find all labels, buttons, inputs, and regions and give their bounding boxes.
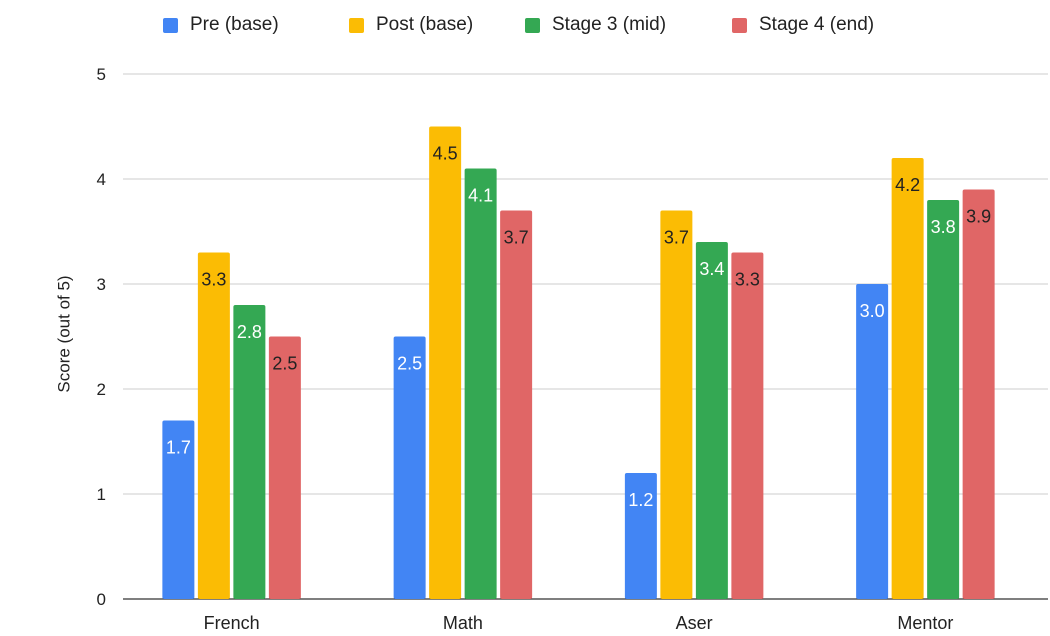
data-label: 3.7 xyxy=(504,228,529,248)
x-tick-label: Aser xyxy=(676,613,713,633)
y-tick-label: 0 xyxy=(97,590,106,609)
legend-swatch-post-base xyxy=(349,17,364,33)
data-label: 3.3 xyxy=(201,270,226,290)
legend-item-stage-4: Stage 4 (end) xyxy=(732,12,874,38)
bar xyxy=(429,126,462,599)
legend-swatch-pre-base xyxy=(163,17,178,33)
data-label: 3.0 xyxy=(860,301,885,321)
data-label: 4.1 xyxy=(468,186,493,206)
bar xyxy=(464,168,497,599)
legend-item-post-base: Post (base) xyxy=(349,12,473,38)
bar xyxy=(856,284,889,599)
y-tick-label: 5 xyxy=(97,65,106,84)
x-tick-label: Math xyxy=(443,613,483,633)
data-label: 4.2 xyxy=(895,175,920,195)
bar xyxy=(500,210,533,599)
data-label: 2.5 xyxy=(272,354,297,374)
legend-label-post-base: Post (base) xyxy=(376,14,474,35)
bar xyxy=(927,200,960,599)
data-label: 1.7 xyxy=(166,438,191,458)
legend-swatch-stage-3 xyxy=(525,17,540,33)
x-tick-label: Mentor xyxy=(897,613,953,633)
y-tick-label: 3 xyxy=(97,275,106,294)
bar xyxy=(731,252,764,599)
bar xyxy=(233,305,266,599)
x-tick-label: French xyxy=(204,613,260,633)
legend-item-pre-base: Pre (base) xyxy=(163,12,279,38)
bar xyxy=(660,210,693,599)
bar xyxy=(891,158,924,599)
bar xyxy=(162,420,195,599)
bar xyxy=(624,473,657,599)
y-tick-label: 2 xyxy=(97,380,106,399)
bar xyxy=(197,252,230,599)
bar xyxy=(393,336,426,599)
data-label: 3.9 xyxy=(966,207,991,227)
data-label: 3.7 xyxy=(664,228,689,248)
data-label: 2.5 xyxy=(397,354,422,374)
y-tick-label: 4 xyxy=(97,170,106,189)
legend-label-stage-3: Stage 3 (mid) xyxy=(552,14,667,35)
bar xyxy=(695,242,728,599)
y-tick-label: 1 xyxy=(97,485,106,504)
data-label: 2.8 xyxy=(237,322,262,342)
legend-label-pre-base: Pre (base) xyxy=(190,14,279,35)
data-label: 1.2 xyxy=(628,490,653,510)
legend-label-stage-4: Stage 4 (end) xyxy=(759,14,875,35)
data-label: 3.8 xyxy=(931,217,956,237)
bar xyxy=(268,336,301,599)
legend-swatch-stage-4 xyxy=(732,17,747,33)
bar xyxy=(962,189,995,599)
data-label: 3.3 xyxy=(735,270,760,290)
data-label: 3.4 xyxy=(699,259,724,279)
data-label: 4.5 xyxy=(433,144,458,164)
legend-item-stage-3: Stage 3 (mid) xyxy=(525,12,666,38)
